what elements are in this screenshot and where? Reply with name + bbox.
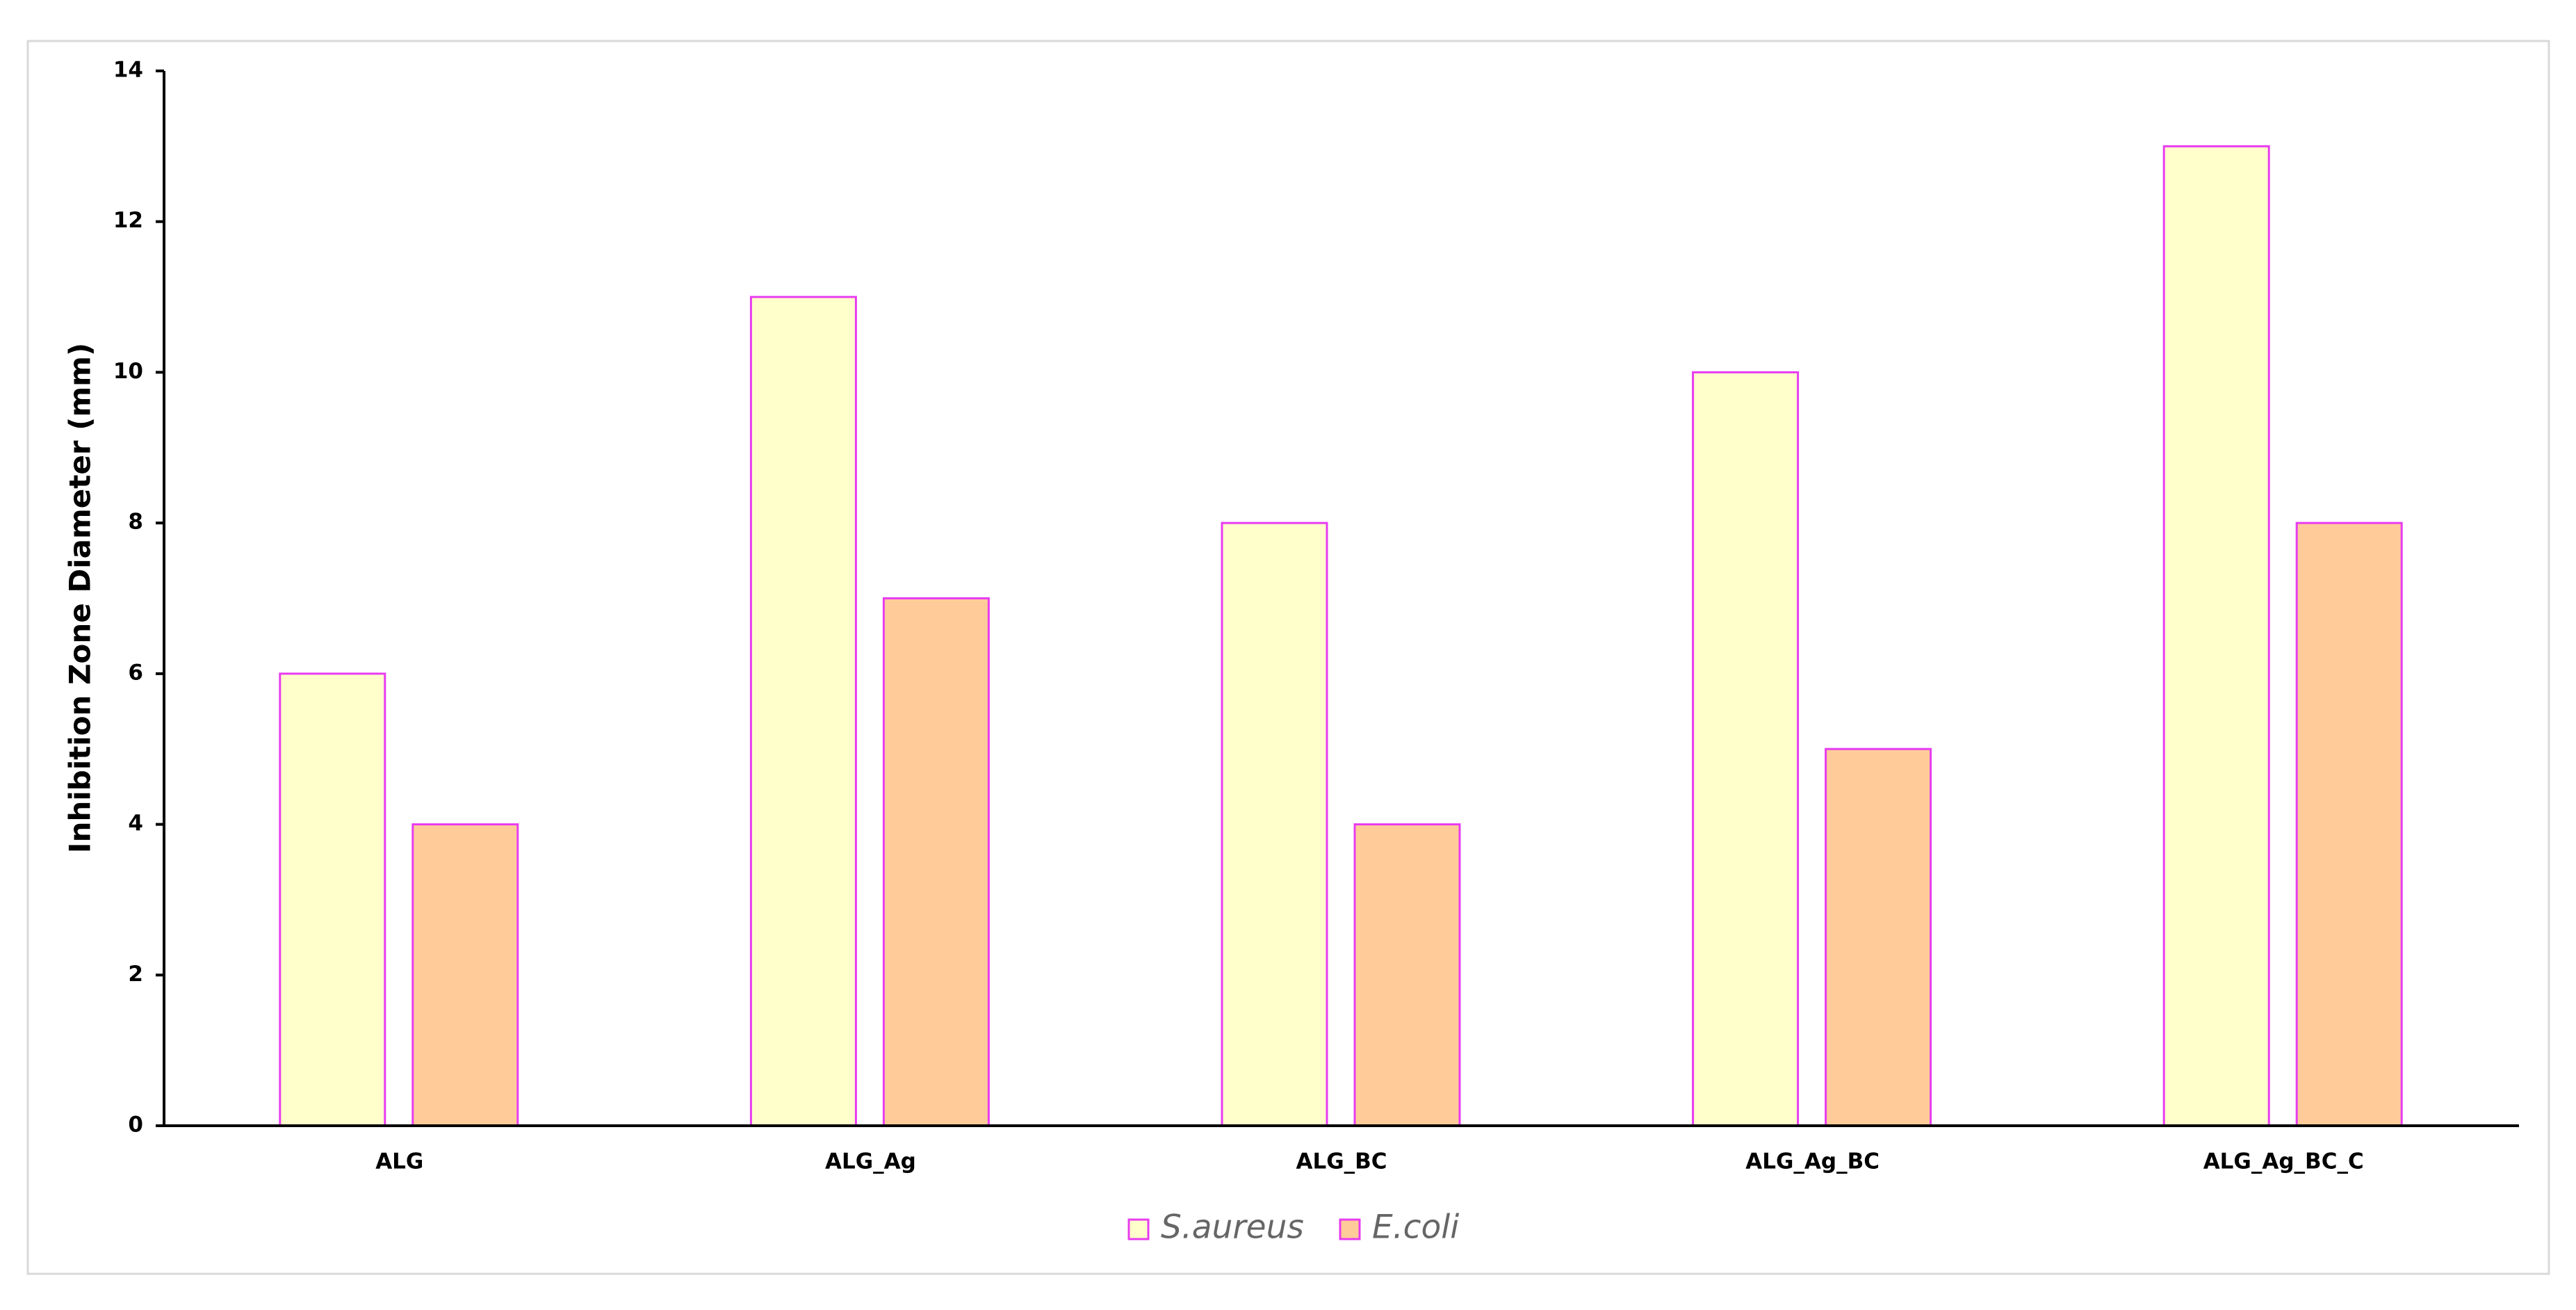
bar	[749, 296, 857, 1127]
legend-label: S.aureus	[1161, 1208, 1304, 1247]
legend-swatch	[1127, 1218, 1150, 1240]
y-tick-label: 14	[113, 58, 143, 83]
y-axis-title: Inhibition Zone Diameter (mm)	[63, 343, 97, 853]
bar	[2295, 521, 2403, 1127]
bar	[2162, 145, 2270, 1127]
y-tick-label: 2	[128, 962, 143, 987]
bar	[1825, 747, 1932, 1127]
y-tick-label: 0	[128, 1113, 143, 1138]
bar	[1353, 823, 1461, 1127]
legend-label: E.coli	[1372, 1208, 1459, 1247]
x-tick-label: ALG_Ag_BC	[1745, 1149, 1880, 1174]
x-tick-label: ALG_Ag	[825, 1149, 916, 1174]
bar	[411, 823, 519, 1127]
x-tick-label: ALG_Ag_BC_C	[2203, 1149, 2364, 1174]
x-tick-label: ALG	[375, 1149, 423, 1174]
legend-swatch	[1339, 1218, 1361, 1240]
y-tick-label: 8	[128, 510, 143, 535]
y-tick-label: 12	[113, 208, 143, 233]
bar	[1692, 371, 1800, 1127]
x-tick-label: ALG_BC	[1296, 1149, 1387, 1174]
y-tick-label: 4	[128, 811, 143, 836]
bar	[279, 672, 386, 1127]
bar	[882, 597, 990, 1127]
y-tick-label: 6	[128, 660, 143, 685]
y-tick-label: 10	[113, 359, 143, 384]
bar	[1221, 521, 1328, 1127]
